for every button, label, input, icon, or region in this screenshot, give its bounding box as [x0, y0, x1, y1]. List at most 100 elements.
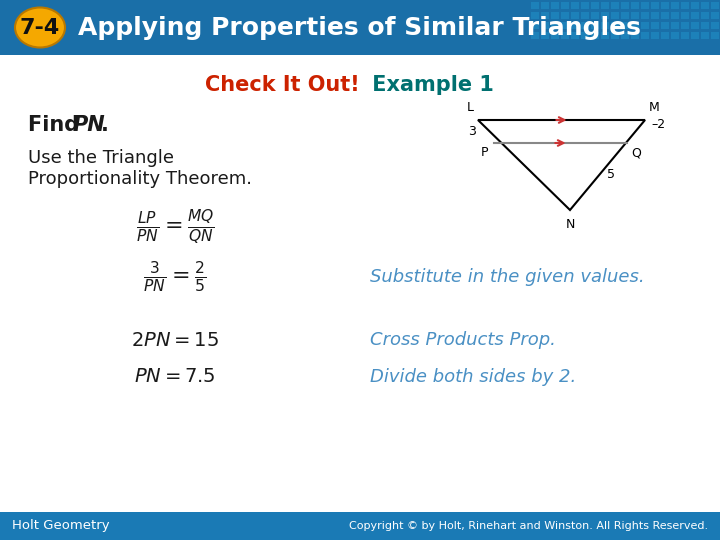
Text: L: L: [467, 101, 474, 114]
FancyBboxPatch shape: [641, 11, 649, 19]
Text: Check It Out!: Check It Out!: [205, 75, 360, 95]
Text: 5: 5: [606, 168, 614, 181]
Text: PN: PN: [73, 115, 106, 135]
FancyBboxPatch shape: [581, 11, 588, 19]
FancyBboxPatch shape: [531, 31, 539, 39]
Text: Example 1: Example 1: [365, 75, 494, 95]
FancyBboxPatch shape: [571, 11, 578, 19]
Text: $\frac{3}{PN} = \frac{2}{5}$: $\frac{3}{PN} = \frac{2}{5}$: [143, 260, 207, 294]
FancyBboxPatch shape: [631, 11, 639, 19]
Text: Substitute in the given values.: Substitute in the given values.: [370, 268, 644, 286]
FancyBboxPatch shape: [621, 2, 629, 9]
FancyBboxPatch shape: [551, 2, 559, 9]
FancyBboxPatch shape: [651, 11, 659, 19]
Text: Holt Geometry: Holt Geometry: [12, 519, 109, 532]
FancyBboxPatch shape: [621, 22, 629, 29]
FancyBboxPatch shape: [551, 31, 559, 39]
FancyBboxPatch shape: [581, 22, 588, 29]
FancyBboxPatch shape: [641, 22, 649, 29]
FancyBboxPatch shape: [651, 22, 659, 29]
Text: Cross Products Prop.: Cross Products Prop.: [370, 331, 556, 349]
FancyBboxPatch shape: [541, 22, 549, 29]
FancyBboxPatch shape: [641, 2, 649, 9]
Text: M: M: [649, 101, 660, 114]
FancyBboxPatch shape: [671, 31, 678, 39]
Text: Applying Properties of Similar Triangles: Applying Properties of Similar Triangles: [78, 16, 641, 39]
Text: $2PN = 15$: $2PN = 15$: [131, 330, 219, 349]
FancyBboxPatch shape: [671, 2, 678, 9]
FancyBboxPatch shape: [571, 22, 578, 29]
FancyBboxPatch shape: [631, 22, 639, 29]
FancyBboxPatch shape: [0, 0, 720, 55]
FancyBboxPatch shape: [621, 31, 629, 39]
FancyBboxPatch shape: [561, 22, 569, 29]
Ellipse shape: [15, 8, 65, 48]
FancyBboxPatch shape: [611, 11, 618, 19]
FancyBboxPatch shape: [711, 11, 719, 19]
Text: 3: 3: [468, 125, 476, 138]
FancyBboxPatch shape: [681, 22, 688, 29]
FancyBboxPatch shape: [591, 31, 598, 39]
Text: 7-4: 7-4: [20, 17, 60, 37]
FancyBboxPatch shape: [661, 2, 668, 9]
FancyBboxPatch shape: [0, 512, 720, 540]
FancyBboxPatch shape: [551, 11, 559, 19]
FancyBboxPatch shape: [701, 31, 708, 39]
FancyBboxPatch shape: [531, 22, 539, 29]
FancyBboxPatch shape: [581, 2, 588, 9]
FancyBboxPatch shape: [591, 11, 598, 19]
FancyBboxPatch shape: [641, 31, 649, 39]
FancyBboxPatch shape: [541, 11, 549, 19]
FancyBboxPatch shape: [601, 2, 608, 9]
FancyBboxPatch shape: [541, 31, 549, 39]
FancyBboxPatch shape: [691, 22, 698, 29]
Text: Divide both sides by 2.: Divide both sides by 2.: [370, 368, 576, 386]
Text: $\frac{LP}{PN} = \frac{MQ}{QN}$: $\frac{LP}{PN} = \frac{MQ}{QN}$: [135, 207, 215, 246]
Text: P: P: [480, 146, 488, 159]
Text: .: .: [101, 115, 109, 135]
FancyBboxPatch shape: [651, 31, 659, 39]
FancyBboxPatch shape: [681, 2, 688, 9]
Text: –2: –2: [651, 118, 665, 132]
FancyBboxPatch shape: [561, 31, 569, 39]
FancyBboxPatch shape: [701, 22, 708, 29]
FancyBboxPatch shape: [551, 22, 559, 29]
FancyBboxPatch shape: [531, 11, 539, 19]
FancyBboxPatch shape: [541, 2, 549, 9]
FancyBboxPatch shape: [671, 11, 678, 19]
FancyBboxPatch shape: [671, 22, 678, 29]
FancyBboxPatch shape: [631, 31, 639, 39]
FancyBboxPatch shape: [571, 2, 578, 9]
Text: Proportionality Theorem.: Proportionality Theorem.: [28, 170, 252, 188]
FancyBboxPatch shape: [711, 22, 719, 29]
FancyBboxPatch shape: [571, 31, 578, 39]
FancyBboxPatch shape: [581, 31, 588, 39]
FancyBboxPatch shape: [691, 31, 698, 39]
Text: $PN = 7.5$: $PN = 7.5$: [134, 368, 216, 387]
FancyBboxPatch shape: [601, 22, 608, 29]
FancyBboxPatch shape: [701, 11, 708, 19]
FancyBboxPatch shape: [681, 11, 688, 19]
Text: N: N: [565, 218, 575, 231]
Text: Use the Triangle: Use the Triangle: [28, 149, 174, 167]
FancyBboxPatch shape: [681, 31, 688, 39]
FancyBboxPatch shape: [531, 2, 539, 9]
FancyBboxPatch shape: [691, 2, 698, 9]
FancyBboxPatch shape: [661, 31, 668, 39]
FancyBboxPatch shape: [661, 11, 668, 19]
FancyBboxPatch shape: [631, 2, 639, 9]
FancyBboxPatch shape: [591, 2, 598, 9]
Text: Find: Find: [28, 115, 86, 135]
Text: Q: Q: [631, 146, 641, 159]
FancyBboxPatch shape: [711, 31, 719, 39]
FancyBboxPatch shape: [561, 2, 569, 9]
FancyBboxPatch shape: [661, 22, 668, 29]
FancyBboxPatch shape: [691, 11, 698, 19]
Text: Copyright © by Holt, Rinehart and Winston. All Rights Reserved.: Copyright © by Holt, Rinehart and Winsto…: [349, 521, 708, 531]
FancyBboxPatch shape: [611, 2, 618, 9]
FancyBboxPatch shape: [611, 22, 618, 29]
FancyBboxPatch shape: [561, 11, 569, 19]
FancyBboxPatch shape: [601, 11, 608, 19]
FancyBboxPatch shape: [701, 2, 708, 9]
FancyBboxPatch shape: [711, 2, 719, 9]
